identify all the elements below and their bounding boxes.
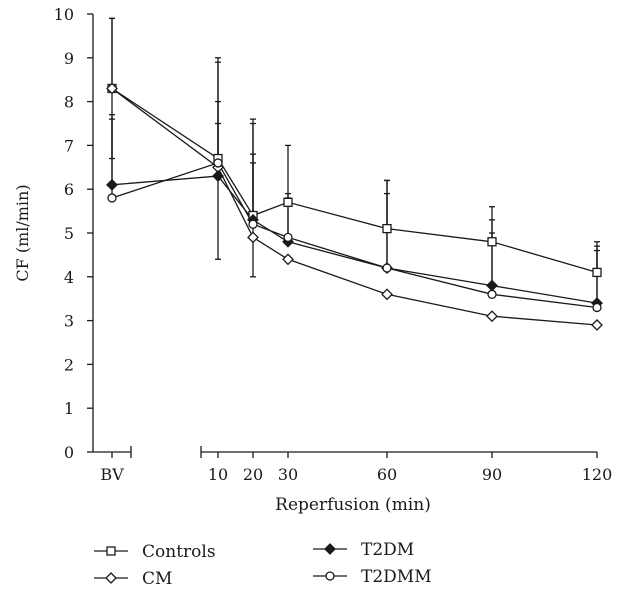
x-tick-label: 30: [278, 465, 298, 484]
legend: Controls CM T2DM T2DMM: [94, 540, 432, 589]
x-tick-label: 60: [377, 465, 397, 484]
y-tick-label: 10: [54, 5, 74, 24]
data-point-cm: [486, 310, 498, 323]
y-tick-label: 5: [64, 224, 74, 243]
legend-item-controls: Controls: [94, 542, 216, 562]
data-point-t2dmm: [283, 232, 293, 243]
data-point-cm: [381, 288, 393, 301]
x-tick-label: 120: [582, 465, 613, 484]
legend-label: CM: [142, 569, 172, 589]
legend-label: T2DMM: [361, 567, 432, 587]
x-tick-label: 10: [208, 465, 228, 484]
x-axis-title: Reperfusion (min): [275, 495, 431, 515]
data-point-t2dm: [106, 178, 118, 191]
data-point-cm: [106, 82, 118, 95]
axes: [92, 14, 597, 453]
legend-item-t2dmm: T2DMM: [313, 567, 432, 587]
y-axis-ticks: 0 1 2 3 4 5 6 7 8 9 10: [54, 5, 93, 462]
data-point-t2dmm: [213, 158, 223, 168]
series-lines: [111, 87, 598, 326]
y-tick-label: 9: [64, 49, 74, 68]
legend-marker: [105, 572, 117, 584]
y-tick-label: 1: [64, 399, 74, 418]
data-point-controls: [487, 237, 497, 247]
data-point-t2dmm: [248, 219, 258, 229]
data-point-t2dmm: [487, 289, 497, 299]
y-tick-label: 3: [64, 312, 74, 331]
y-axis-title: CF (ml/min): [13, 184, 32, 281]
y-tick-label: 8: [64, 93, 74, 112]
data-point-t2dmm: [382, 263, 392, 273]
data-point-t2dmm: [107, 193, 117, 203]
series-line-controls: [111, 87, 598, 274]
series-markers: [106, 82, 603, 331]
legend-marker: [324, 543, 336, 555]
legend-label: T2DM: [361, 540, 414, 560]
x-tick-label: 90: [482, 465, 502, 484]
x-axis-ticks: BV 10 20 30 60 90 120: [100, 446, 612, 484]
data-point-t2dm: [212, 170, 224, 182]
series-line-t2dmm: [111, 162, 598, 309]
data-point-cm: [247, 231, 259, 244]
legend-marker: [106, 546, 116, 556]
series-line-cm: [111, 87, 598, 326]
data-point-controls: [382, 223, 392, 234]
legend-item-t2dm: T2DM: [313, 540, 414, 560]
error-bars: [109, 17, 600, 308]
data-point-controls: [592, 267, 602, 278]
y-tick-label: 4: [64, 268, 74, 287]
legend-marker: [325, 571, 335, 581]
data-point-t2dmm: [592, 302, 602, 313]
data-point-t2dm: [486, 279, 498, 292]
data-point-cm: [591, 319, 603, 331]
y-tick-label: 2: [64, 355, 74, 374]
x-tick-label: BV: [100, 465, 124, 484]
data-point-cm: [282, 253, 294, 266]
legend-label: Controls: [142, 542, 216, 562]
y-tick-label: 0: [64, 443, 74, 462]
x-tick-label: 20: [243, 465, 263, 484]
legend-item-cm: CM: [94, 569, 172, 589]
series-line-t2dm: [111, 175, 598, 304]
y-tick-label: 6: [64, 180, 74, 199]
data-point-controls: [283, 197, 293, 207]
y-tick-label: 7: [64, 136, 74, 155]
